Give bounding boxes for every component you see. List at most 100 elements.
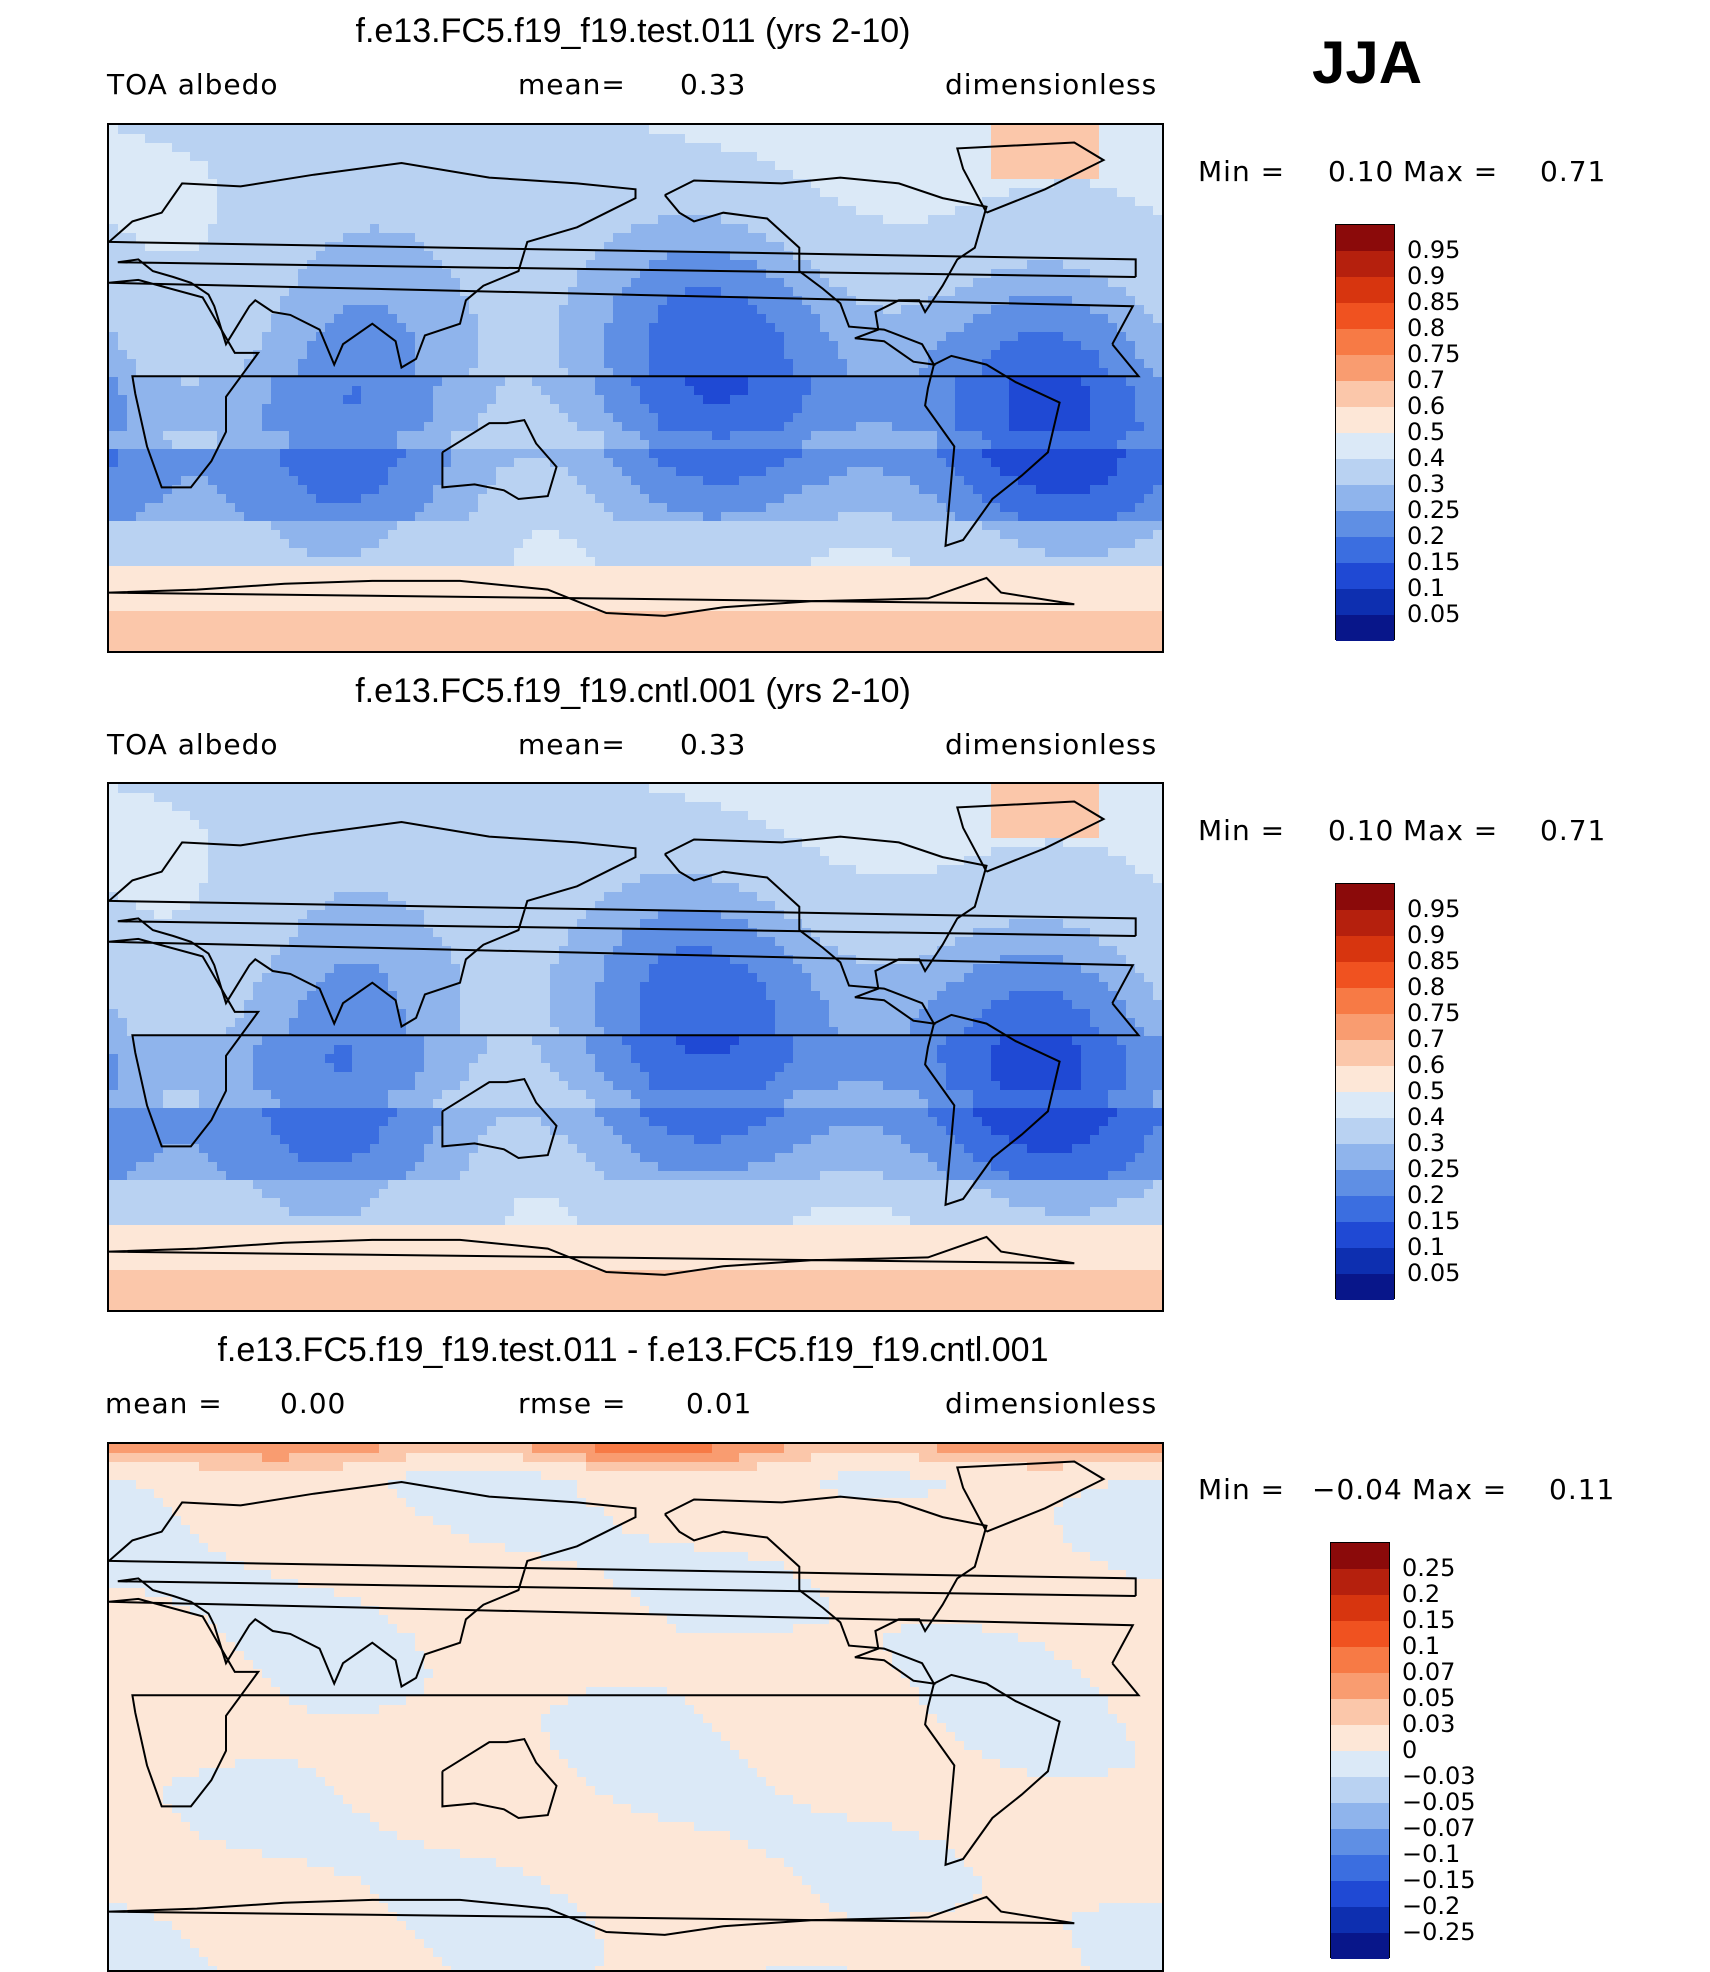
colorbar-tick-label: 0.7 — [1407, 366, 1445, 394]
colorbar-swatch — [1336, 1144, 1394, 1170]
panel3-rmse-label: rmse = — [518, 1387, 626, 1420]
colorbar-tick-label: 0.6 — [1407, 1051, 1445, 1079]
colorbar-tick-label: 0.07 — [1402, 1658, 1455, 1686]
colorbar-swatch — [1336, 962, 1394, 988]
panel3-title: f.e13.FC5.f19_f19.test.011 - f.e13.FC5.f… — [108, 1331, 1158, 1370]
colorbar-swatch — [1336, 1118, 1394, 1144]
colorbar-tick-label: −0.07 — [1402, 1814, 1476, 1842]
colorbar-tick-label: 0.03 — [1402, 1710, 1455, 1738]
colorbar-swatch — [1336, 910, 1394, 936]
colorbar-tick-label: 0.5 — [1407, 1077, 1445, 1105]
season-label: JJA — [1312, 28, 1422, 97]
colorbar-swatch — [1331, 1907, 1389, 1933]
colorbar-tick-label: 0.8 — [1407, 314, 1445, 342]
colorbar-tick-label: 0.9 — [1407, 921, 1445, 949]
colorbar-swatch — [1331, 1751, 1389, 1777]
colorbar-swatch — [1331, 1621, 1389, 1647]
colorbar-tick-label: 0.5 — [1407, 418, 1445, 446]
colorbar-tick-label: 0.4 — [1407, 1103, 1445, 1131]
panel1-title: f.e13.FC5.f19_f19.test.011 (yrs 2-10) — [108, 12, 1158, 51]
colorbar-tick-label: 0.2 — [1407, 522, 1445, 550]
colorbar-tick-label: 0.4 — [1407, 444, 1445, 472]
panel2-mean-value: 0.33 — [680, 728, 746, 761]
map-field — [109, 784, 1162, 1310]
panel3-units-label: dimensionless — [945, 1387, 1157, 1420]
colorbar-swatch — [1336, 988, 1394, 1014]
panel2-units-label: dimensionless — [945, 728, 1157, 761]
colorbar-swatch — [1336, 459, 1394, 485]
panel1-units-label: dimensionless — [945, 68, 1157, 101]
colorbar-tick-label: 0 — [1402, 1736, 1417, 1764]
panel1-mean-value: 0.33 — [680, 68, 746, 101]
colorbar-box — [1335, 883, 1395, 1299]
colorbar-swatch — [1336, 381, 1394, 407]
colorbar-swatch — [1336, 1040, 1394, 1066]
colorbar-swatch — [1336, 563, 1394, 589]
colorbar-swatch — [1331, 1647, 1389, 1673]
map-field — [109, 1444, 1162, 1970]
colorbar-swatch — [1336, 615, 1394, 641]
colorbar-tick-label: 0.3 — [1407, 470, 1445, 498]
colorbar-swatch — [1336, 251, 1394, 277]
colorbar-swatch — [1331, 1881, 1389, 1907]
colorbar-tick-label: 0.3 — [1407, 1129, 1445, 1157]
colorbar-tick-label: 0.6 — [1407, 392, 1445, 420]
colorbar-tick-label: 0.7 — [1407, 1025, 1445, 1053]
colorbar-tick-label: −0.2 — [1402, 1892, 1460, 1920]
colorbar-swatch — [1336, 407, 1394, 433]
colorbar-swatch — [1331, 1569, 1389, 1595]
colorbar-swatch — [1336, 355, 1394, 381]
colorbar-swatch — [1336, 511, 1394, 537]
panel2-variable-label: TOA albedo — [107, 728, 279, 761]
colorbar-tick-label: −0.03 — [1402, 1762, 1476, 1790]
panel2-title: f.e13.FC5.f19_f19.cntl.001 (yrs 2-10) — [108, 672, 1158, 711]
colorbar-tick-label: 0.25 — [1402, 1554, 1455, 1582]
colorbar-tick-label: 0.05 — [1407, 600, 1460, 628]
colorbar-swatch — [1331, 1855, 1389, 1881]
panel3-mean-label: mean = — [105, 1387, 223, 1420]
colorbar-swatch — [1336, 884, 1394, 910]
colorbar-swatch — [1336, 1014, 1394, 1040]
colorbar-tick-label: 0.15 — [1402, 1606, 1455, 1634]
colorbar-swatch — [1331, 1803, 1389, 1829]
colorbar-swatch — [1331, 1725, 1389, 1751]
panel2-map — [107, 782, 1164, 1312]
colorbar-box — [1335, 224, 1395, 640]
colorbar-swatch — [1336, 537, 1394, 563]
colorbar-swatch — [1331, 1673, 1389, 1699]
colorbar-tick-label: 0.75 — [1407, 340, 1460, 368]
colorbar-swatch — [1336, 1196, 1394, 1222]
colorbar-tick-label: 0.9 — [1407, 262, 1445, 290]
colorbar-swatch — [1331, 1933, 1389, 1959]
colorbar-tick-label: 0.05 — [1407, 1259, 1460, 1287]
colorbar-tick-label: 0.1 — [1407, 1233, 1445, 1261]
panel1-min-value: 0.10 — [1328, 155, 1394, 188]
colorbar-tick-label: 0.85 — [1407, 947, 1460, 975]
colorbar-tick-label: −0.05 — [1402, 1788, 1476, 1816]
colorbar-swatch — [1336, 1248, 1394, 1274]
colorbar-swatch — [1336, 485, 1394, 511]
colorbar-tick-label: 0.85 — [1407, 288, 1460, 316]
panel1-min-label: Min = — [1198, 155, 1285, 188]
colorbar-swatch — [1336, 1274, 1394, 1300]
panel2-max-label: Max = — [1403, 814, 1498, 847]
panel2-min-label: Min = — [1198, 814, 1285, 847]
panel3-map — [107, 1442, 1164, 1972]
colorbar-tick-label: −0.25 — [1402, 1918, 1476, 1946]
panel1-max-label: Max = — [1403, 155, 1498, 188]
map-field — [109, 125, 1162, 651]
colorbar-swatch — [1336, 277, 1394, 303]
colorbar-swatch — [1331, 1777, 1389, 1803]
colorbar-tick-label: 0.1 — [1407, 574, 1445, 602]
colorbar-tick-label: 0.25 — [1407, 496, 1460, 524]
panel3-rmse-value: 0.01 — [686, 1387, 752, 1420]
panel1-max-value: 0.71 — [1540, 155, 1606, 188]
colorbar-tick-label: 0.05 — [1402, 1684, 1455, 1712]
panel2-min-value: 0.10 — [1328, 814, 1394, 847]
colorbar-tick-label: 0.2 — [1402, 1580, 1440, 1608]
panel1-mean-label: mean= — [518, 68, 626, 101]
colorbar-tick-label: −0.1 — [1402, 1840, 1460, 1868]
panel1-variable-label: TOA albedo — [107, 68, 279, 101]
panel3-min-label: Min = — [1198, 1473, 1285, 1506]
colorbar-tick-label: 0.95 — [1407, 895, 1460, 923]
